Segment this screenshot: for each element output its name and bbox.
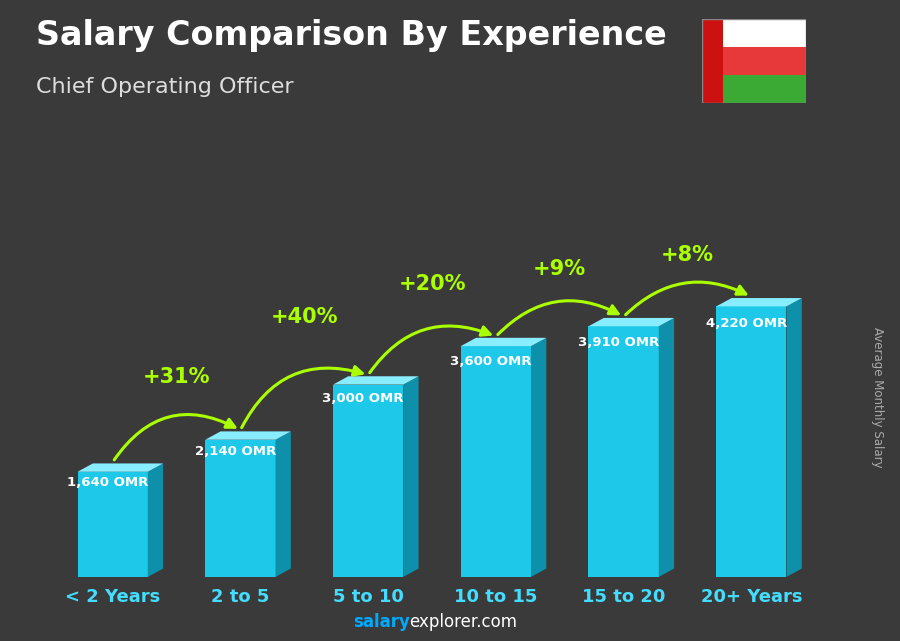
Text: +8%: +8% [661,245,714,265]
Text: +9%: +9% [533,260,586,279]
Polygon shape [531,338,546,577]
Polygon shape [148,463,163,577]
Polygon shape [403,376,418,577]
Text: 3,600 OMR: 3,600 OMR [450,355,532,369]
Polygon shape [275,431,291,577]
FancyBboxPatch shape [333,385,403,577]
Text: +31%: +31% [143,367,211,387]
Text: 3,000 OMR: 3,000 OMR [322,392,404,405]
Text: Salary Comparison By Experience: Salary Comparison By Experience [36,19,667,52]
Text: Chief Operating Officer: Chief Operating Officer [36,77,293,97]
Polygon shape [461,338,546,346]
Text: explorer.com: explorer.com [410,613,518,631]
Polygon shape [659,318,674,577]
Text: +40%: +40% [271,307,338,327]
FancyBboxPatch shape [77,472,148,577]
Bar [702,19,723,103]
Polygon shape [787,298,802,577]
Bar [723,19,806,47]
FancyBboxPatch shape [461,346,531,577]
FancyBboxPatch shape [589,326,659,577]
Text: 1,640 OMR: 1,640 OMR [67,476,148,489]
Text: +20%: +20% [399,274,466,294]
Bar [723,75,806,103]
Text: 4,220 OMR: 4,220 OMR [706,317,787,330]
Text: Average Monthly Salary: Average Monthly Salary [871,327,884,468]
Polygon shape [333,376,418,385]
Text: 3,910 OMR: 3,910 OMR [578,337,659,349]
FancyBboxPatch shape [716,306,787,577]
Polygon shape [77,463,163,472]
Bar [723,47,806,75]
Polygon shape [589,318,674,326]
Text: 2,140 OMR: 2,140 OMR [194,445,276,458]
FancyBboxPatch shape [205,440,275,577]
Text: salary: salary [353,613,410,631]
Polygon shape [205,431,291,440]
Polygon shape [716,298,802,306]
